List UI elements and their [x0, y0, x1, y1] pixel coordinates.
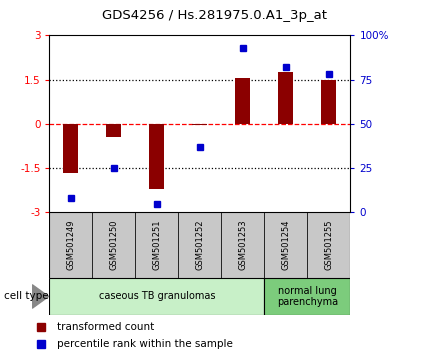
Bar [92, 212, 135, 278]
Bar [135, 212, 178, 278]
Bar [322, 80, 337, 124]
Bar [178, 212, 221, 278]
Bar [221, 212, 264, 278]
Bar [49, 212, 92, 278]
Bar [107, 124, 122, 137]
Bar [279, 72, 293, 124]
Text: GSM501255: GSM501255 [325, 220, 333, 270]
Text: transformed count: transformed count [57, 321, 154, 332]
Bar [193, 124, 208, 125]
Bar [236, 78, 250, 124]
Text: cell type: cell type [4, 291, 49, 302]
Text: GSM501250: GSM501250 [110, 220, 118, 270]
Text: GSM501253: GSM501253 [239, 220, 247, 270]
Text: GDS4256 / Hs.281975.0.A1_3p_at: GDS4256 / Hs.281975.0.A1_3p_at [102, 9, 328, 22]
Text: GSM501252: GSM501252 [196, 220, 204, 270]
Bar [49, 278, 264, 315]
Bar [264, 278, 350, 315]
Text: GSM501251: GSM501251 [153, 220, 161, 270]
Polygon shape [32, 285, 49, 308]
Text: caseous TB granulomas: caseous TB granulomas [99, 291, 215, 302]
Text: percentile rank within the sample: percentile rank within the sample [57, 339, 233, 349]
Text: GSM501254: GSM501254 [282, 220, 290, 270]
Text: normal lung
parenchyma: normal lung parenchyma [277, 286, 338, 307]
Bar [150, 124, 164, 189]
Bar [307, 212, 350, 278]
Text: GSM501249: GSM501249 [67, 220, 75, 270]
Bar [64, 124, 79, 172]
Bar [264, 212, 307, 278]
